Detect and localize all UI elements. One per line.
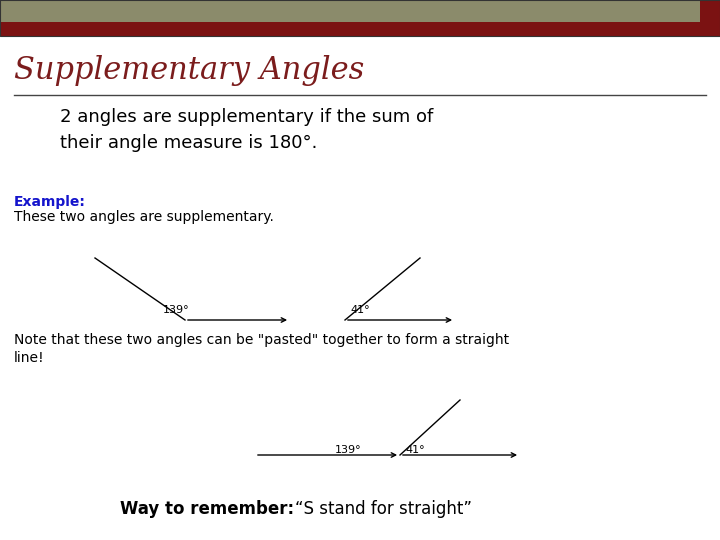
Text: 2 angles are supplementary if the sum of
their angle measure is 180°.: 2 angles are supplementary if the sum of… bbox=[60, 108, 433, 152]
Text: Way to remember:: Way to remember: bbox=[120, 500, 294, 518]
Text: “S stand for straight”: “S stand for straight” bbox=[295, 500, 472, 518]
Text: Example:: Example: bbox=[14, 195, 86, 209]
Text: 41°: 41° bbox=[405, 445, 425, 455]
Text: Note that these two angles can be "pasted" together to form a straight
line!: Note that these two angles can be "paste… bbox=[14, 333, 509, 366]
Text: 139°: 139° bbox=[163, 305, 189, 315]
Bar bbox=[0, 22, 700, 36]
Text: Supplementary Angles: Supplementary Angles bbox=[14, 55, 364, 86]
Text: 139°: 139° bbox=[335, 445, 361, 455]
Text: 41°: 41° bbox=[350, 305, 369, 315]
Bar bbox=[0, 0, 700, 22]
Bar bbox=[700, 0, 720, 36]
Text: These two angles are supplementary.: These two angles are supplementary. bbox=[14, 210, 274, 224]
